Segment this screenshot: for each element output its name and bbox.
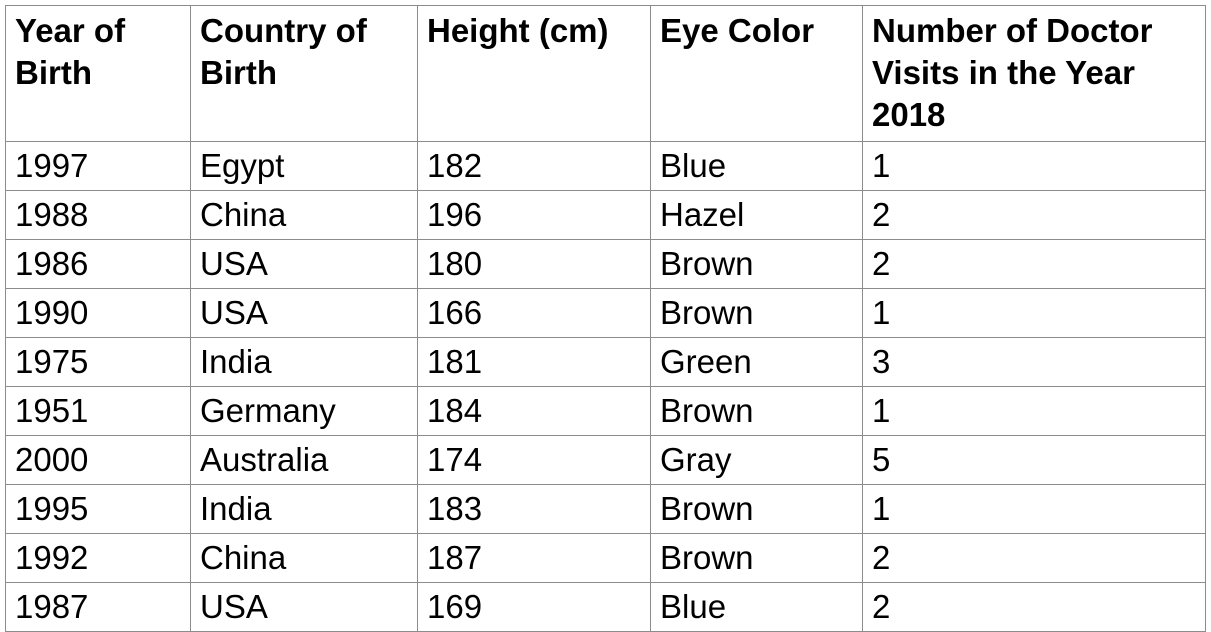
cell-country-of-birth: Egypt xyxy=(190,141,418,191)
cell-height: 182 xyxy=(417,141,651,191)
column-header-year-of-birth: Year of Birth xyxy=(5,5,191,142)
cell-height: 187 xyxy=(417,533,651,583)
cell-height: 181 xyxy=(417,337,651,387)
cell-country-of-birth: USA xyxy=(190,239,418,289)
cell-doctor-visits: 1 xyxy=(862,386,1206,436)
cell-height: 184 xyxy=(417,386,651,436)
cell-eye-color: Green xyxy=(650,337,863,387)
cell-country-of-birth: China xyxy=(190,533,418,583)
cell-doctor-visits: 1 xyxy=(862,288,1206,338)
cell-eye-color: Gray xyxy=(650,435,863,485)
table-row: 1975 India 181 Green 3 xyxy=(5,337,1206,387)
cell-year-of-birth: 1992 xyxy=(5,533,191,583)
column-header-doctor-visits: Number of Doctor Visits in the Year 2018 xyxy=(862,5,1206,142)
cell-doctor-visits: 5 xyxy=(862,435,1206,485)
cell-eye-color: Hazel xyxy=(650,190,863,240)
cell-height: 166 xyxy=(417,288,651,338)
cell-doctor-visits: 3 xyxy=(862,337,1206,387)
data-table: Year of Birth Country of Birth Height (c… xyxy=(5,5,1206,632)
cell-height: 174 xyxy=(417,435,651,485)
table-row: 2000 Australia 174 Gray 5 xyxy=(5,435,1206,485)
table-row: 1951 Germany 184 Brown 1 xyxy=(5,386,1206,436)
cell-year-of-birth: 1988 xyxy=(5,190,191,240)
cell-year-of-birth: 1951 xyxy=(5,386,191,436)
table-row: 1987 USA 169 Blue 2 xyxy=(5,582,1206,632)
column-header-height: Height (cm) xyxy=(417,5,651,142)
cell-height: 196 xyxy=(417,190,651,240)
cell-doctor-visits: 1 xyxy=(862,141,1206,191)
cell-eye-color: Blue xyxy=(650,141,863,191)
cell-year-of-birth: 1986 xyxy=(5,239,191,289)
cell-eye-color: Blue xyxy=(650,582,863,632)
cell-height: 180 xyxy=(417,239,651,289)
table-body: 1997 Egypt 182 Blue 1 1988 China 196 Hazel 2 1986 U… xyxy=(5,141,1206,632)
column-header-eye-color: Eye Color xyxy=(650,5,863,142)
cell-eye-color: Brown xyxy=(650,239,863,289)
table-header: Year of Birth Country of Birth Height (c… xyxy=(5,5,1206,142)
cell-country-of-birth: Australia xyxy=(190,435,418,485)
cell-height: 183 xyxy=(417,484,651,534)
cell-country-of-birth: India xyxy=(190,337,418,387)
cell-doctor-visits: 2 xyxy=(862,533,1206,583)
cell-eye-color: Brown xyxy=(650,484,863,534)
cell-year-of-birth: 1995 xyxy=(5,484,191,534)
cell-eye-color: Brown xyxy=(650,386,863,436)
cell-height: 169 xyxy=(417,582,651,632)
column-header-country-of-birth: Country of Birth xyxy=(190,5,418,142)
cell-doctor-visits: 2 xyxy=(862,190,1206,240)
cell-country-of-birth: China xyxy=(190,190,418,240)
cell-doctor-visits: 2 xyxy=(862,582,1206,632)
cell-doctor-visits: 2 xyxy=(862,239,1206,289)
cell-year-of-birth: 1975 xyxy=(5,337,191,387)
table-row: 1995 India 183 Brown 1 xyxy=(5,484,1206,534)
table-row: 1990 USA 166 Brown 1 xyxy=(5,288,1206,338)
table-row: 1988 China 196 Hazel 2 xyxy=(5,190,1206,240)
cell-country-of-birth: USA xyxy=(190,288,418,338)
cell-year-of-birth: 1990 xyxy=(5,288,191,338)
table-row: 1992 China 187 Brown 2 xyxy=(5,533,1206,583)
cell-country-of-birth: Germany xyxy=(190,386,418,436)
cell-year-of-birth: 1987 xyxy=(5,582,191,632)
table-row: 1986 USA 180 Brown 2 xyxy=(5,239,1206,289)
cell-eye-color: Brown xyxy=(650,288,863,338)
cell-doctor-visits: 1 xyxy=(862,484,1206,534)
cell-eye-color: Brown xyxy=(650,533,863,583)
cell-country-of-birth: India xyxy=(190,484,418,534)
table-row: 1997 Egypt 182 Blue 1 xyxy=(5,141,1206,191)
cell-year-of-birth: 1997 xyxy=(5,141,191,191)
cell-country-of-birth: USA xyxy=(190,582,418,632)
cell-year-of-birth: 2000 xyxy=(5,435,191,485)
header-row: Year of Birth Country of Birth Height (c… xyxy=(5,5,1206,142)
